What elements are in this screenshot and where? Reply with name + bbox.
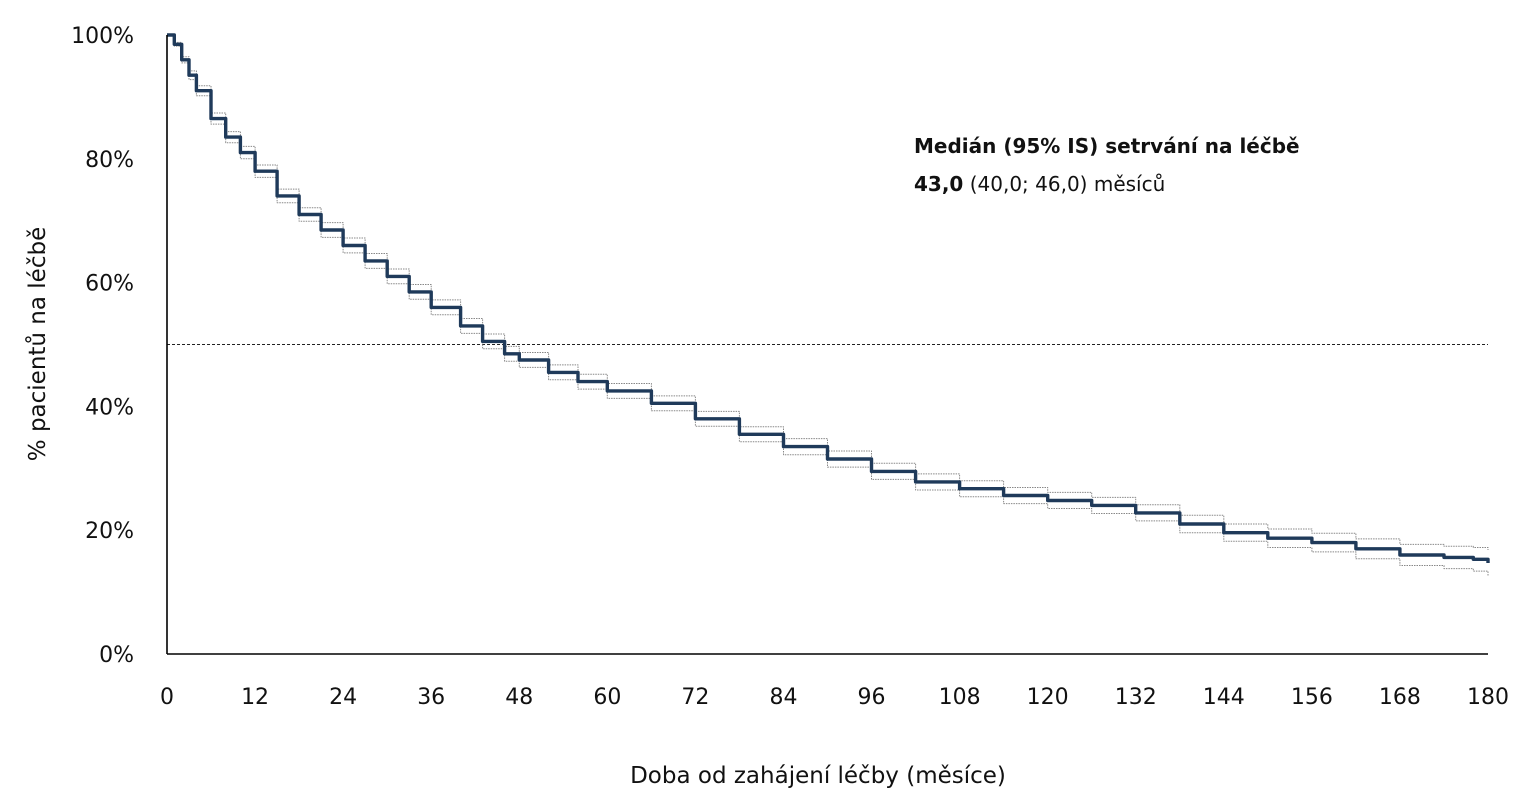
x-axis-title: Doba od zahájení léčby (měsíce)	[630, 763, 1006, 789]
y-tick-label: 20%	[85, 519, 134, 544]
y-axis-title: % pacientů na léčbě	[24, 227, 51, 461]
x-tick-label: 0	[160, 685, 174, 710]
x-tick-label: 24	[329, 685, 357, 710]
axes	[166, 35, 1488, 655]
x-tick-label: 48	[505, 685, 533, 710]
x-tick-label: 12	[241, 685, 269, 710]
survival-curve	[167, 33, 1490, 563]
y-tick-label: 80%	[85, 148, 134, 173]
x-tick-label: 84	[769, 685, 797, 710]
ci-upper-curve	[167, 34, 1489, 550]
x-tick-label: 96	[858, 685, 886, 710]
ci-lower-curve	[167, 34, 1489, 576]
x-tick-label: 132	[1115, 685, 1157, 710]
x-tick-labels: 0 12 24 36 48 60 72 84 96 108 120 132 144 156 168 180	[160, 685, 1509, 710]
y-tick-label: 100%	[71, 24, 134, 49]
y-tick-label: 40%	[85, 395, 134, 420]
series-layer	[167, 33, 1490, 563]
y-tick-label: 0%	[99, 643, 134, 668]
x-tick-label: 36	[417, 685, 445, 710]
x-tick-label: 156	[1291, 685, 1333, 710]
median-annotation-value: 43,0 (40,0; 46,0) měsíců	[914, 172, 1165, 196]
x-tick-label: 168	[1379, 685, 1421, 710]
median-value: 43,0	[914, 172, 963, 196]
x-tick-label: 120	[1027, 685, 1069, 710]
y-tick-label: 60%	[85, 272, 134, 297]
median-annotation-title: Medián (95% IS) setrvání na léčbě	[914, 134, 1300, 158]
confidence-interval-layer	[167, 34, 1489, 576]
y-tick-labels: 0% 20% 40% 60% 80% 100%	[71, 24, 134, 668]
x-tick-label: 144	[1203, 685, 1245, 710]
x-tick-label: 180	[1467, 685, 1509, 710]
x-tick-label: 72	[681, 685, 709, 710]
x-tick-label: 60	[593, 685, 621, 710]
x-tick-label: 108	[939, 685, 981, 710]
median-ci: (40,0; 46,0) měsíců	[963, 172, 1165, 196]
